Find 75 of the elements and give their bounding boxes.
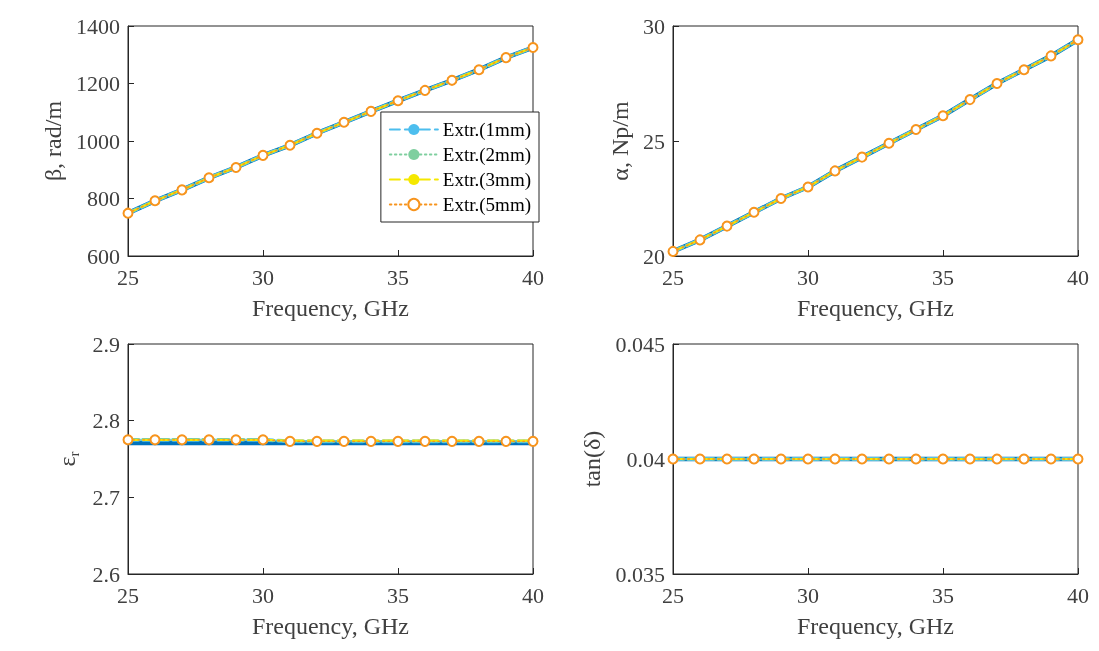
point [500,52,512,64]
y-tick-label: 0.04 [626,446,665,472]
point [419,84,431,96]
point [149,195,161,207]
x-tick-label: 30 [797,582,819,608]
x-axis-title: Frequency, GHz [796,295,955,321]
point [667,245,679,257]
x-tick-label: 35 [387,582,409,608]
x-tick-label: 25 [117,582,139,608]
y-tick-label: 2.7 [92,484,120,510]
x-tick-label: 40 [1067,582,1089,608]
x-tick-label: 30 [252,582,274,608]
point [964,94,976,106]
point [802,181,814,193]
y-tick-label: 20 [643,243,665,269]
point [721,220,733,232]
y-tick-label: 25 [643,128,665,154]
point [446,74,458,86]
y-tick-label: 2.9 [92,331,120,357]
point [365,105,377,117]
y-tick-label: 1400 [76,13,120,39]
x-tick-label: 40 [522,582,544,608]
point [284,139,296,151]
point [883,137,895,149]
point [473,64,485,76]
point [937,110,949,122]
point [856,151,868,163]
y-axis-title: β, rad/m [40,100,67,182]
point [829,165,841,177]
y-tick-label: 2.8 [92,408,120,434]
point [1045,50,1057,62]
x-tick-label: 30 [252,264,274,290]
y-tick-label: 1200 [76,71,120,96]
point [991,78,1003,89]
x-tick-label: 25 [117,264,139,290]
point [694,234,706,246]
x-axis-title: Frequency, GHz [251,295,410,321]
x-axis-title: Frequency, GHz [796,613,955,639]
point [203,172,215,184]
x-tick-label: 25 [662,582,684,608]
y-axis-title: tan(δ) [579,430,605,488]
x-axis-title: Frequency, GHz [251,613,410,639]
x-tick-label: 25 [662,264,684,290]
point [338,116,350,128]
point [910,124,922,135]
x-tick-label: 35 [387,264,409,290]
point [257,149,269,161]
point [122,207,134,219]
y-tick-label: 0.035 [615,561,665,587]
point [527,42,539,54]
point [176,184,188,196]
y-tick-label: 30 [643,13,665,39]
point [748,206,760,218]
y-tick-label: 1000 [76,128,120,154]
point [392,95,404,107]
y-axis-title: εr [53,451,82,467]
point [1072,34,1084,46]
x-tick-label: 30 [797,264,819,290]
point [311,127,323,139]
x-tick-label: 40 [1067,264,1089,290]
y-tick-label: 800 [87,186,120,211]
x-tick-label: 40 [522,264,544,290]
point [775,193,787,204]
y-tick-label: 0.045 [615,331,665,357]
point [1018,64,1030,76]
legend-label: Extr.(5mm) [442,194,532,216]
y-tick-label: 2.6 [92,561,120,587]
legend-label: Extr.(3mm) [442,169,532,191]
x-tick-label: 35 [932,264,954,290]
x-tick-label: 35 [932,582,954,608]
legend-label: Extr.(2mm) [442,144,532,166]
legend-label: Extr.(1mm) [442,119,532,141]
y-tick-label: 600 [87,243,120,269]
point [230,161,242,173]
y-axis-title: α, Np/m [607,101,634,181]
